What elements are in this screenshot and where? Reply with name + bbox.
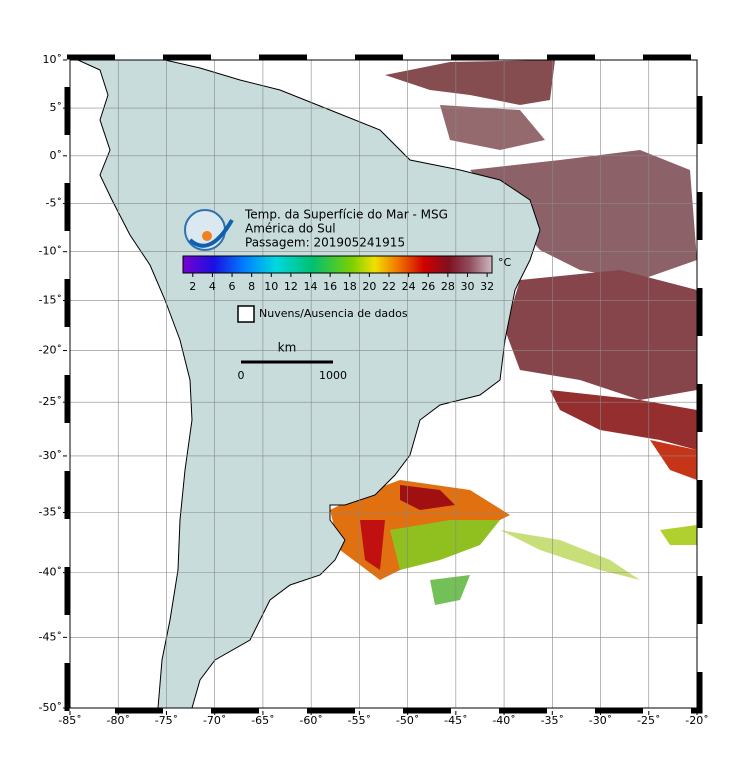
y-tick-label: 5˚ — [50, 101, 63, 114]
sst-south — [330, 480, 697, 605]
colorbar-ramp — [182, 255, 493, 274]
x-tick-label: -30˚ — [589, 714, 612, 727]
colorbar-tick-label: 22 — [382, 280, 396, 293]
legend-swatch — [237, 305, 255, 323]
colorbar-tick-label: 2 — [189, 280, 196, 293]
colorbar-tick-label: 26 — [421, 280, 435, 293]
colorbar-tick-label: 10 — [264, 280, 278, 293]
colorbar-tick-label: 6 — [229, 280, 236, 293]
x-tick-label: -70˚ — [203, 714, 226, 727]
y-tick-label: -20˚ — [39, 344, 62, 357]
colorbar-unit: °C — [498, 256, 512, 269]
x-tick-label: -35˚ — [541, 714, 564, 727]
pass: Passagem: 201905241915 — [245, 236, 405, 250]
x-tick-label: -60˚ — [299, 714, 322, 727]
x-tick-label: -40˚ — [492, 714, 515, 727]
y-tick-label: 10˚ — [43, 53, 63, 66]
colorbar-tick-label: 18 — [343, 280, 357, 293]
colorbar-tick-label: 12 — [284, 280, 298, 293]
x-tick-label: -65˚ — [251, 714, 274, 727]
frame — [69, 59, 698, 709]
map-layers — [70, 60, 697, 708]
colorbar-tick-label: 32 — [480, 280, 494, 293]
y-tick-label: 0˚ — [50, 149, 63, 162]
colorbar-tick-label: 16 — [323, 280, 337, 293]
legend-label: Nuvens/Ausencia de dados — [259, 307, 408, 320]
x-tick-label: -25˚ — [637, 714, 660, 727]
x-tick-label: -45˚ — [444, 714, 467, 727]
y-tick-label: -50˚ — [39, 701, 62, 714]
colorbar-tick-label: 28 — [441, 280, 455, 293]
y-tick-label: -25˚ — [39, 395, 62, 408]
x-tick-label: -85˚ — [58, 714, 81, 727]
colorbar-tick-label: 14 — [304, 280, 318, 293]
colorbar-tick-label: 20 — [362, 280, 376, 293]
logo — [184, 209, 234, 251]
x-tick-label: -20˚ — [685, 714, 708, 727]
scale-start: 0 — [238, 369, 245, 382]
y-tick-label: -10˚ — [39, 245, 62, 258]
x-tick-label: -80˚ — [106, 714, 129, 727]
x-tick-label: -50˚ — [396, 714, 419, 727]
y-tick-label: -40˚ — [39, 566, 62, 579]
title: Temp. da Superfície do Mar - MSG — [244, 208, 448, 222]
y-tick-label: -30˚ — [39, 449, 62, 462]
y-tick-label: -35˚ — [39, 505, 62, 518]
scale-unit: km — [278, 341, 297, 355]
colorbar-tick-label: 4 — [209, 280, 216, 293]
frame-border — [64, 54, 703, 714]
region: América do Sul — [245, 222, 336, 236]
y-tick-label: -45˚ — [39, 630, 62, 643]
y-tick-label: -5˚ — [46, 197, 62, 210]
grid — [70, 60, 697, 708]
colorbar-tick-label: 8 — [248, 280, 255, 293]
scale-end: 1000 — [319, 369, 347, 382]
colorbar: 2 4 6 8 10 12 14 16 18 20 22 24 26 28 30 32 — [182, 255, 494, 293]
colorbar-tick-label: 30 — [460, 280, 474, 293]
colorbar-tick-label: 24 — [402, 280, 416, 293]
y-tick-label: -15˚ — [39, 294, 62, 307]
x-tick-label: -75˚ — [155, 714, 178, 727]
x-tick-label: -55˚ — [348, 714, 371, 727]
